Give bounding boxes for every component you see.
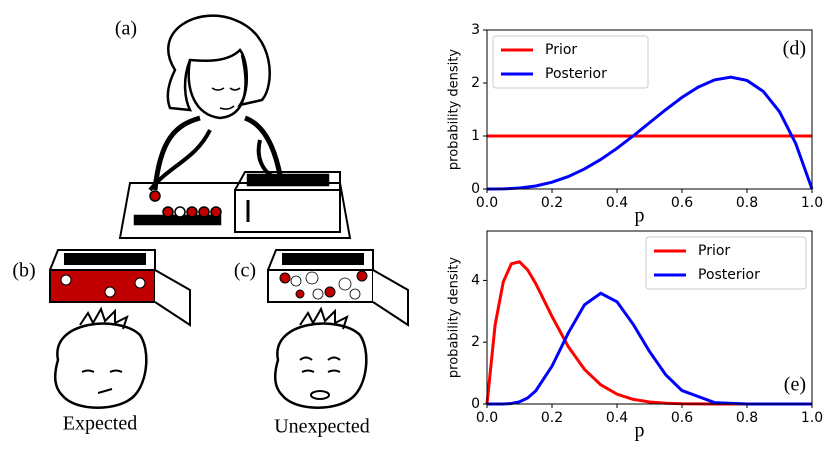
white-balls <box>290 271 361 300</box>
x-tick-label: 0.8 <box>736 195 758 211</box>
x-tick-label: 0.4 <box>606 410 628 426</box>
x-axis-label: p <box>635 205 645 227</box>
x-tick-label: 0.2 <box>541 195 563 211</box>
panel-label: (d) <box>783 38 806 60</box>
y-tick-label: 2 <box>471 75 480 91</box>
illustration-a <box>118 14 352 239</box>
white-balls <box>60 274 146 298</box>
plot-frame <box>486 230 813 405</box>
panel-label: (b) <box>12 260 35 282</box>
legend-label: Posterior <box>698 267 760 283</box>
machine-top <box>234 171 341 191</box>
panel-label: (a) <box>115 18 137 40</box>
y-axis-label: probability density <box>447 49 462 170</box>
x-tick-label: 1.0 <box>801 195 823 211</box>
legend-label: Prior <box>698 243 730 259</box>
x-tick-label: 0.6 <box>671 195 693 211</box>
legend-label: Prior <box>545 42 577 58</box>
box-top <box>267 249 374 271</box>
x-tick-label: 1.0 <box>801 410 823 426</box>
caption: Expected <box>63 413 137 435</box>
y-tick-label: 1 <box>471 128 480 144</box>
face-c <box>273 306 368 409</box>
y-tick-label: 2 <box>471 334 480 350</box>
hair <box>166 14 271 112</box>
x-tick-label: 0.2 <box>541 410 563 426</box>
x-tick-label: 0.0 <box>476 410 498 426</box>
box-top <box>49 249 156 271</box>
face-b <box>53 306 148 409</box>
x-tick-label: 0.8 <box>736 410 758 426</box>
slot <box>246 173 330 187</box>
line-series <box>487 291 812 406</box>
face-features <box>211 87 241 110</box>
y-tick-label: 4 <box>471 272 480 288</box>
y-tick-label: 0 <box>471 181 480 197</box>
face <box>187 54 247 120</box>
y-tick-label: 0 <box>471 396 480 412</box>
panel-label: (c) <box>234 260 256 282</box>
slot <box>64 253 146 265</box>
caption: Unexpected <box>274 416 370 438</box>
legend-label: Posterior <box>545 66 607 82</box>
line-series <box>486 75 814 191</box>
rail <box>133 214 222 226</box>
x-tick-label: 0.6 <box>671 410 693 426</box>
balls <box>149 190 222 218</box>
box-door <box>154 269 191 327</box>
plot-frame <box>486 29 813 190</box>
machine <box>234 189 341 233</box>
panel-label: (e) <box>784 374 806 396</box>
box-door <box>372 269 409 327</box>
y-axis-label: probability density <box>447 257 462 378</box>
x-tick-label: 0.0 <box>476 195 498 211</box>
y-tick-label: 3 <box>471 22 480 38</box>
shoulders <box>152 115 283 191</box>
x-axis-label: p <box>635 420 645 442</box>
red-balls <box>279 270 368 299</box>
box-b <box>49 249 191 327</box>
box-c <box>267 249 409 327</box>
x-tick-label: 0.4 <box>606 195 628 211</box>
slot <box>282 253 364 265</box>
